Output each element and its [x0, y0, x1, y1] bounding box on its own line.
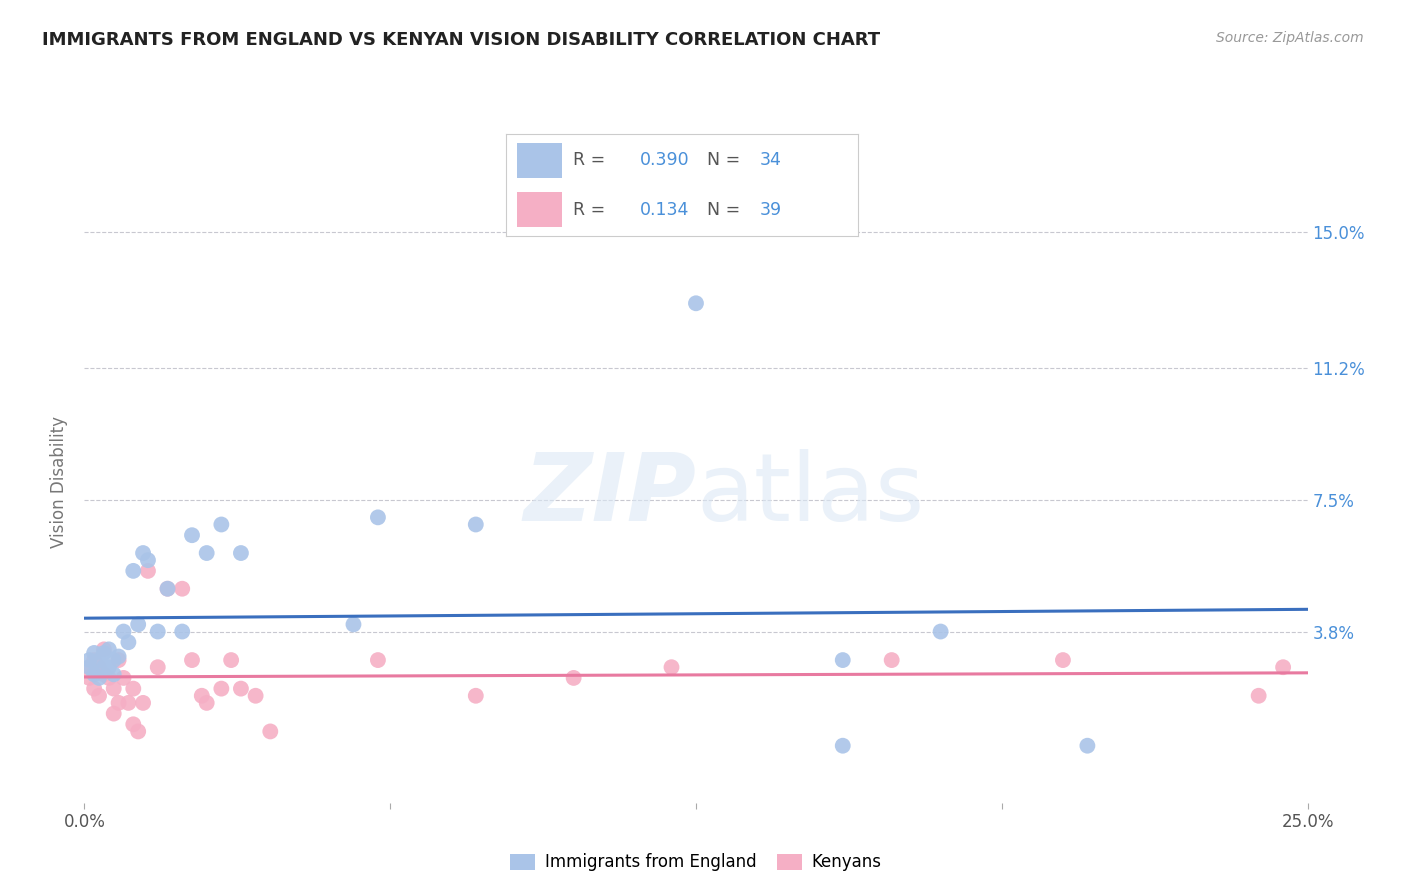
- Text: N =: N =: [707, 152, 745, 169]
- Point: [122, 681, 145, 696]
- Point: [1272, 660, 1295, 674]
- Point: [146, 660, 169, 674]
- Text: 0.390: 0.390: [640, 152, 689, 169]
- Bar: [517, 193, 562, 227]
- Point: [562, 671, 585, 685]
- Point: [83, 681, 105, 696]
- Point: [342, 617, 364, 632]
- Point: [229, 681, 252, 696]
- Point: [132, 546, 155, 560]
- Point: [367, 653, 389, 667]
- Text: N =: N =: [707, 201, 745, 219]
- Point: [93, 660, 115, 674]
- Point: [831, 739, 853, 753]
- Point: [156, 582, 179, 596]
- Point: [103, 681, 125, 696]
- Point: [831, 653, 853, 667]
- Point: [97, 642, 120, 657]
- Point: [219, 653, 242, 667]
- Point: [880, 653, 903, 667]
- Point: [209, 681, 232, 696]
- Text: atlas: atlas: [696, 449, 924, 541]
- Point: [77, 671, 100, 685]
- Point: [929, 624, 952, 639]
- Point: [87, 671, 110, 685]
- Point: [103, 653, 125, 667]
- Point: [97, 660, 120, 674]
- Point: [661, 660, 683, 674]
- Point: [117, 696, 139, 710]
- Point: [122, 717, 145, 731]
- Point: [127, 724, 149, 739]
- Point: [191, 689, 214, 703]
- Point: [83, 653, 105, 667]
- Point: [112, 671, 135, 685]
- Point: [93, 642, 115, 657]
- Point: [156, 582, 179, 596]
- Point: [464, 517, 486, 532]
- Point: [127, 617, 149, 632]
- Point: [112, 624, 135, 639]
- Point: [172, 582, 194, 596]
- Text: R =: R =: [574, 152, 610, 169]
- Point: [229, 546, 252, 560]
- Y-axis label: Vision Disability: Vision Disability: [51, 416, 69, 548]
- Point: [83, 667, 105, 681]
- Text: IMMIGRANTS FROM ENGLAND VS KENYAN VISION DISABILITY CORRELATION CHART: IMMIGRANTS FROM ENGLAND VS KENYAN VISION…: [42, 31, 880, 49]
- Point: [103, 667, 125, 681]
- Point: [77, 653, 100, 667]
- Legend: Immigrants from England, Kenyans: Immigrants from England, Kenyans: [503, 847, 889, 878]
- Point: [103, 706, 125, 721]
- Point: [93, 667, 115, 681]
- Point: [1247, 689, 1270, 703]
- Point: [172, 624, 194, 639]
- Point: [87, 660, 110, 674]
- Point: [1076, 739, 1098, 753]
- Point: [195, 696, 218, 710]
- Text: ZIP: ZIP: [523, 449, 696, 541]
- Point: [117, 635, 139, 649]
- Point: [107, 649, 129, 664]
- Point: [367, 510, 389, 524]
- Point: [146, 624, 169, 639]
- Point: [77, 660, 100, 674]
- Point: [97, 671, 120, 685]
- Point: [132, 696, 155, 710]
- Point: [122, 564, 145, 578]
- Point: [136, 553, 159, 567]
- Point: [195, 546, 218, 560]
- Point: [245, 689, 267, 703]
- Text: 34: 34: [759, 152, 782, 169]
- Point: [1052, 653, 1074, 667]
- Point: [181, 653, 204, 667]
- Point: [685, 296, 707, 310]
- Point: [87, 653, 110, 667]
- Point: [107, 696, 129, 710]
- Point: [259, 724, 281, 739]
- Text: R =: R =: [574, 201, 610, 219]
- Point: [464, 689, 486, 703]
- Point: [107, 653, 129, 667]
- Point: [83, 646, 105, 660]
- Text: Source: ZipAtlas.com: Source: ZipAtlas.com: [1216, 31, 1364, 45]
- Point: [136, 564, 159, 578]
- Point: [93, 646, 115, 660]
- Text: 39: 39: [759, 201, 782, 219]
- Point: [87, 689, 110, 703]
- Bar: [517, 143, 562, 178]
- Text: 0.134: 0.134: [640, 201, 689, 219]
- Point: [209, 517, 232, 532]
- Point: [77, 660, 100, 674]
- Point: [181, 528, 204, 542]
